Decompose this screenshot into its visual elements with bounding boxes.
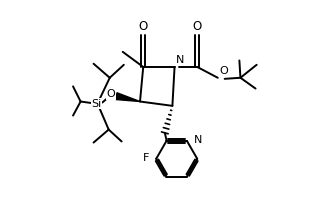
Text: O: O xyxy=(107,89,115,99)
Text: F: F xyxy=(143,153,149,163)
Text: O: O xyxy=(193,21,202,33)
Text: Si: Si xyxy=(92,99,102,109)
Polygon shape xyxy=(116,93,140,102)
Text: N: N xyxy=(176,55,184,65)
Text: O: O xyxy=(219,66,228,76)
Text: N: N xyxy=(193,135,202,145)
Text: O: O xyxy=(139,21,148,33)
